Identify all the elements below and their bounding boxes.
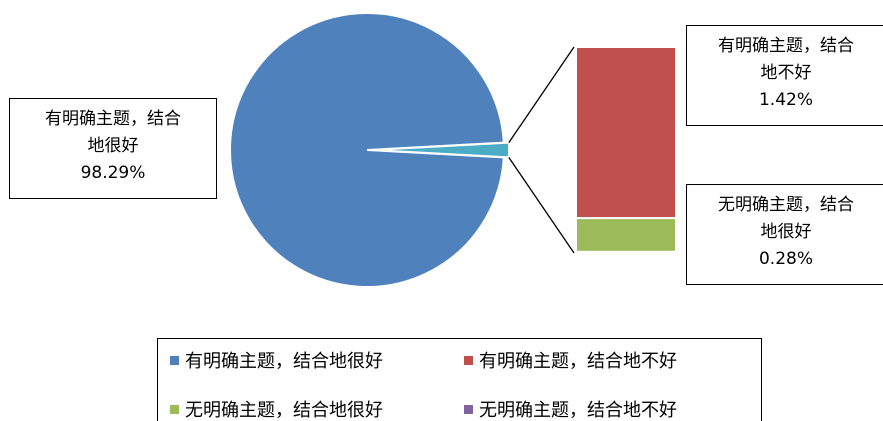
legend-swatch xyxy=(170,405,179,414)
data-label-text: 有明确主题，结合 xyxy=(45,109,181,129)
legend-swatch xyxy=(464,356,473,365)
data-label-good-fit: 有明确主题，结合 地很好 98.29% xyxy=(9,98,217,199)
data-label-value: 98.29% xyxy=(80,163,146,183)
legend-swatch xyxy=(170,356,179,365)
data-label-poor-fit: 有明确主题，结合 地不好 1.42% xyxy=(686,25,883,126)
legend-label: 有明确主题，结合地很好 xyxy=(185,351,383,372)
data-label-value: 1.42% xyxy=(758,90,813,110)
data-label-no-theme-good-fit: 无明确主题，结合 地很好 0.28% xyxy=(686,184,883,285)
data-label-text: 地不好 xyxy=(760,63,812,83)
legend-label: 无明确主题，结合地不好 xyxy=(479,400,677,421)
connector-line-bottom xyxy=(508,156,575,254)
connector-line-top xyxy=(508,46,575,144)
legend-item: 有明确主题，结合地很好 xyxy=(170,350,383,374)
legend-label: 无明确主题，结合地很好 xyxy=(185,400,383,421)
bar-segment-poor-fit xyxy=(575,46,677,220)
data-label-value: 0.28% xyxy=(758,249,813,269)
pie-slice-other xyxy=(371,141,510,159)
legend-swatch xyxy=(464,405,473,414)
legend-item: 有明确主题，结合地不好 xyxy=(464,350,677,374)
legend-item: 无明确主题，结合地很好 xyxy=(170,399,383,421)
bar-segment-no-theme-good-fit xyxy=(575,217,677,253)
data-label-text: 无明确主题，结合 xyxy=(718,195,854,215)
legend: 有明确主题，结合地很好 有明确主题，结合地不好 无明确主题，结合地很好 无明确主… xyxy=(157,338,762,421)
legend-label: 有明确主题，结合地不好 xyxy=(479,351,677,372)
legend-item: 无明确主题，结合地不好 xyxy=(464,399,677,421)
data-label-text: 地很好 xyxy=(760,222,812,242)
pie-slice-good-fit xyxy=(229,12,505,288)
data-label-text: 地很好 xyxy=(87,136,139,156)
data-label-text: 有明确主题，结合 xyxy=(718,36,854,56)
